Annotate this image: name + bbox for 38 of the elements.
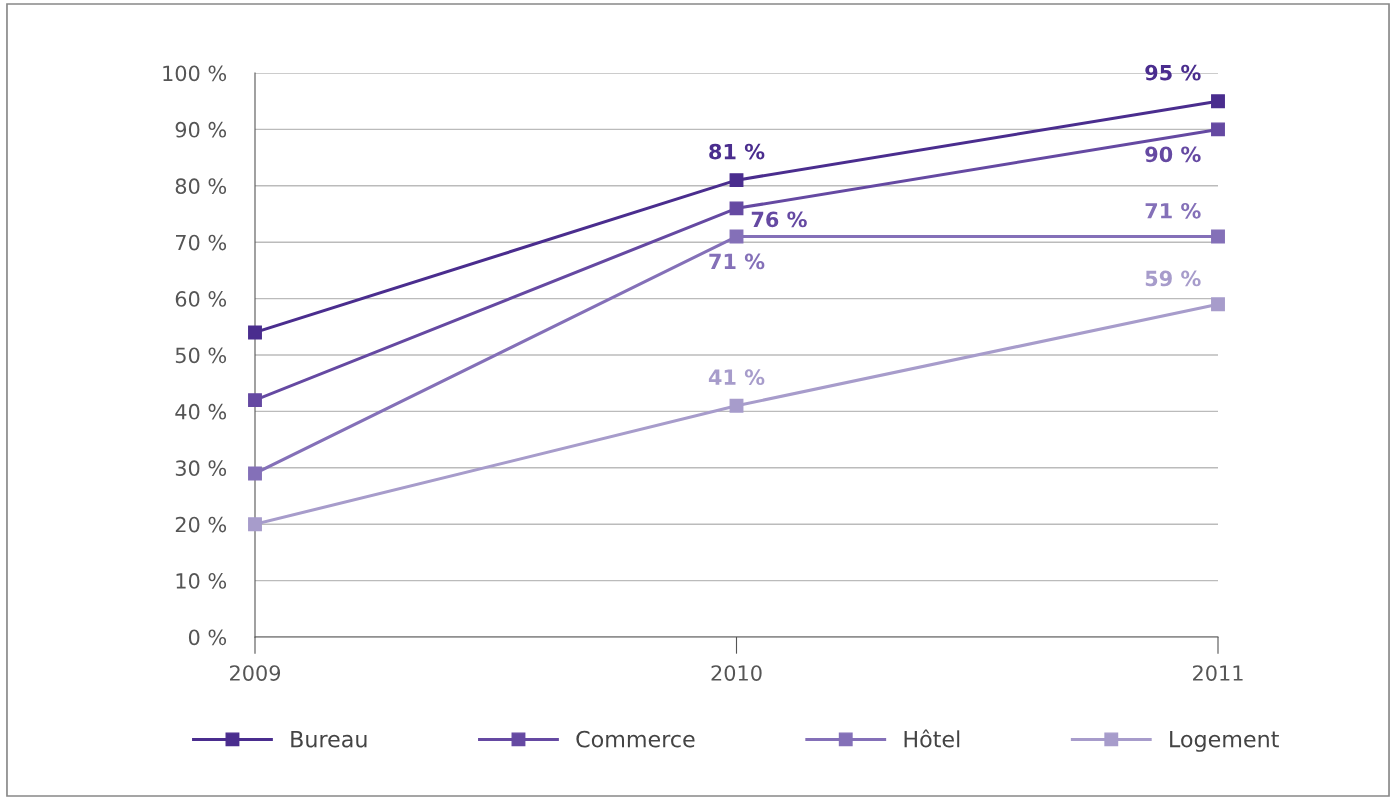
x-tick-label: 2009 — [230, 665, 281, 681]
legend-label: Bureau — [291, 731, 367, 748]
point — [248, 466, 262, 481]
data-label: 90 % — [1145, 146, 1201, 163]
x-tick-label: 2010 — [711, 665, 762, 681]
y-tick-label: 0 % — [188, 629, 227, 646]
data-label: 76 % — [751, 211, 807, 228]
data-label: 71 % — [1145, 202, 1201, 219]
y-tick-label: 20 % — [175, 516, 227, 533]
data-label: 41 % — [708, 369, 765, 386]
y-tick-label: 90 % — [175, 121, 227, 138]
legend-label: Logement — [1170, 731, 1279, 752]
y-tick-label: 40 % — [175, 403, 227, 420]
y-tick-label: 100 % — [163, 65, 227, 82]
point — [1211, 229, 1225, 244]
point — [729, 201, 744, 216]
y-tick-label: 80 % — [175, 178, 227, 195]
point — [248, 517, 262, 532]
point — [1211, 297, 1225, 312]
point — [1211, 122, 1225, 137]
point — [248, 393, 262, 408]
point — [729, 173, 744, 188]
point — [1211, 94, 1225, 109]
legend-label: Commerce — [576, 730, 695, 748]
x-tick-label: 2011 — [1193, 665, 1243, 681]
y-tick-label: 10 % — [176, 573, 227, 589]
data-label: 81 % — [709, 143, 765, 160]
point — [729, 398, 744, 413]
data-label: 71 % — [709, 253, 765, 270]
y-tick-label: 30 % — [175, 460, 227, 477]
data-label: 95 % — [1145, 64, 1201, 81]
y-tick-label: 60 % — [175, 291, 227, 307]
data-label: 59 % — [1145, 270, 1201, 287]
point — [729, 229, 744, 244]
y-tick-label: 70 % — [176, 234, 227, 251]
legend-label: Hôtel — [904, 729, 960, 748]
point — [248, 325, 262, 340]
y-tick-label: 50 % — [175, 347, 227, 364]
